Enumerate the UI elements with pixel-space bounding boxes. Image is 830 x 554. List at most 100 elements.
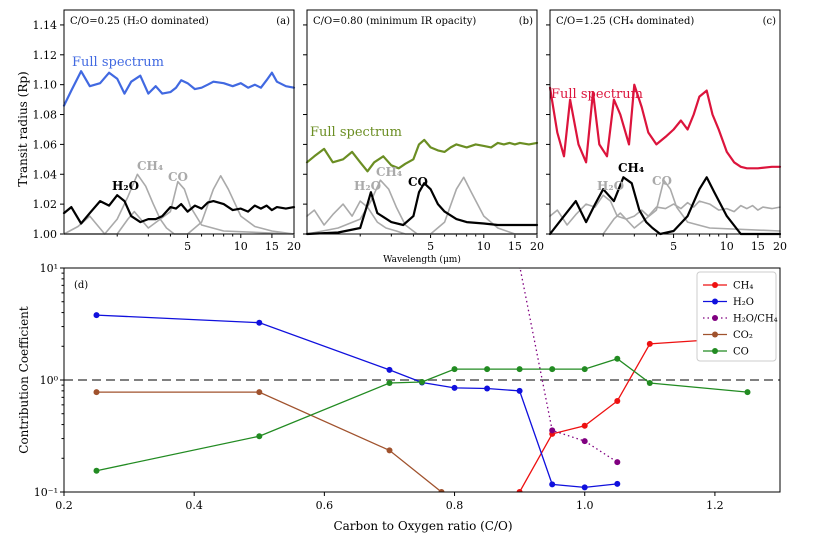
panel-d-label: (d) bbox=[74, 280, 88, 291]
panel-d-point bbox=[614, 480, 621, 487]
panel-c-frame bbox=[549, 9, 781, 235]
panel-a-x-tick-label: 10 bbox=[234, 240, 248, 253]
panel-d-point bbox=[614, 459, 621, 466]
panel-a-y-tick-label: 1.14 bbox=[33, 19, 58, 32]
legend-marker bbox=[712, 331, 718, 338]
panel-d-line-3 bbox=[96, 391, 442, 492]
panel-b-label: (b) bbox=[519, 16, 533, 27]
panel-d-point bbox=[646, 380, 653, 386]
panel-d-x-tick-label: 1.2 bbox=[706, 499, 724, 512]
panel-c-annotation-co: CO bbox=[652, 174, 672, 188]
panel-d-point bbox=[386, 380, 393, 386]
panel-c: 5 10 15 20 C/O=1.25 (CH₄ dominated) (c) Ful… bbox=[546, 9, 787, 253]
legend-marker bbox=[712, 298, 718, 305]
legend-label: CO₂ bbox=[733, 330, 753, 341]
panel-a-y-ticks: 1.00 1.02 1.04 1.06 1.08 1.10 1.12 1.14 bbox=[33, 19, 64, 241]
panel-d-y-axis-label: Contribution Coefficient bbox=[17, 306, 31, 454]
panel-a-frame bbox=[63, 9, 295, 235]
panel-d-line-1 bbox=[96, 314, 618, 489]
panel-a-x-tick-label: 20 bbox=[287, 240, 301, 253]
panel-d-point bbox=[93, 467, 100, 474]
panel-d-point bbox=[744, 389, 751, 396]
panel-d-x-ticks: 0.2 0.4 0.6 0.8 1.0 1.2 bbox=[55, 492, 724, 512]
panel-a-label: (a) bbox=[276, 16, 290, 27]
panel-d-y-tick-label: 10⁻¹ bbox=[34, 486, 58, 499]
panel-d-point bbox=[614, 355, 621, 362]
panel-d-point bbox=[451, 384, 458, 391]
panel-a-annotation-full-spectrum: Full spectrum bbox=[72, 55, 164, 70]
panel-d-y-ticks: 10⁻¹ 10⁰ 10¹ bbox=[34, 262, 64, 499]
panel-d-y-tick-label: 10¹ bbox=[40, 262, 58, 275]
panel-d-y-tick-label: 10⁰ bbox=[40, 374, 59, 387]
panel-d-point bbox=[516, 489, 523, 492]
panel-c-x-tick-label: 5 bbox=[670, 240, 677, 253]
panel-a-y-tick-label: 1.00 bbox=[33, 228, 58, 241]
panel-d-x-tick-label: 0.6 bbox=[316, 499, 334, 512]
panel-b-y-ticks bbox=[303, 24, 307, 235]
panel-c-line-2 bbox=[549, 194, 781, 226]
panel-c-series bbox=[548, 83, 782, 236]
panel-c-annotation-h2o: H₂O bbox=[597, 179, 624, 193]
panel-d-point bbox=[484, 366, 491, 373]
panel-d: Contribution Coefficient Carbon to Oxyge… bbox=[17, 262, 781, 533]
panel-d-point bbox=[614, 398, 621, 404]
panel-b-annotation-full-spectrum: Full spectrum bbox=[310, 125, 402, 140]
legend-label: H₂O bbox=[733, 297, 754, 308]
panel-a-y-tick-label: 1.12 bbox=[33, 49, 58, 62]
legend-label: CO bbox=[733, 347, 749, 358]
panel-d-frame bbox=[63, 267, 781, 493]
panel-d-point bbox=[93, 312, 100, 319]
panel-b-line-0 bbox=[305, 138, 539, 173]
legend-marker bbox=[712, 315, 718, 321]
panel-a-annotation-co: CO bbox=[168, 170, 188, 184]
panel-d-point bbox=[549, 366, 556, 373]
panel-d-x-tick-label: 1.0 bbox=[576, 499, 594, 512]
panel-d-point bbox=[581, 422, 588, 429]
panel-d-point bbox=[646, 340, 653, 347]
panel-c-x-tick-label: 20 bbox=[773, 240, 787, 253]
panel-d-line-0 bbox=[519, 336, 748, 492]
legend-label: CH₄ bbox=[733, 281, 753, 292]
legend-label: H₂O/CH₄ bbox=[733, 314, 778, 325]
panel-d-point bbox=[386, 366, 393, 373]
panel-a-line-0 bbox=[62, 70, 296, 107]
panel-d-point bbox=[581, 366, 588, 373]
panel-a-y-axis-label: Transit radius (Rp) bbox=[16, 71, 30, 186]
panel-c-line-1 bbox=[548, 176, 782, 236]
panel-d-point bbox=[451, 366, 458, 373]
panel-d-x-tick-label: 0.8 bbox=[446, 499, 464, 512]
panel-a-annotation-ch4: CH₄ bbox=[137, 159, 163, 173]
panel-b-annotation-co: CO bbox=[408, 175, 428, 189]
panel-d-point bbox=[549, 481, 556, 488]
legend-marker bbox=[712, 348, 718, 354]
panel-b-frame bbox=[306, 9, 538, 235]
panel-b-x-tick-label: 15 bbox=[508, 240, 522, 253]
legend-box bbox=[696, 271, 777, 362]
panel-c-y-ticks bbox=[546, 24, 550, 235]
panel-b-line-1 bbox=[305, 182, 539, 236]
panel-d-line-4 bbox=[96, 357, 748, 472]
panel-d-point bbox=[438, 489, 445, 492]
panel-a-x-tick-label: 15 bbox=[265, 240, 279, 253]
panel-c-annotation-ch4: CH₄ bbox=[618, 161, 644, 175]
panel-c-annotation-full-spectrum: Full spectrum bbox=[551, 87, 643, 102]
panel-a-y-tick-label: 1.10 bbox=[33, 79, 58, 92]
panel-a-annotation-h2o: H₂O bbox=[112, 179, 139, 193]
panel-d-point bbox=[93, 389, 100, 396]
panel-d-legend: CH₄ H₂O H₂O/CH₄ CO₂ CO bbox=[696, 271, 778, 362]
panel-b-x-tick-label: 10 bbox=[477, 240, 491, 253]
panel-a-y-tick-label: 1.08 bbox=[33, 109, 58, 122]
panel-a-y-tick-label: 1.06 bbox=[33, 138, 58, 151]
panel-b-x-tick-label: 5 bbox=[427, 240, 434, 253]
panel-b: 5 10 15 20 C/O=0.80 (minimum IR opacity) (b… bbox=[303, 9, 544, 265]
panel-d-point bbox=[484, 385, 491, 392]
panel-d-point bbox=[256, 319, 263, 326]
panel-a-x-ticks: 5 10 15 20 bbox=[116, 234, 301, 253]
panel-d-point bbox=[516, 366, 523, 373]
panel-b-title: C/O=0.80 (minimum IR opacity) bbox=[313, 16, 476, 27]
panel-a-title: C/O=0.25 (H₂O dominated) bbox=[70, 16, 209, 27]
panel-b-x-axis-label: Wavelength (μm) bbox=[383, 254, 461, 265]
panel-b-x-tick-label: 20 bbox=[530, 240, 544, 253]
panel-a-y-tick-label: 1.04 bbox=[33, 168, 58, 181]
